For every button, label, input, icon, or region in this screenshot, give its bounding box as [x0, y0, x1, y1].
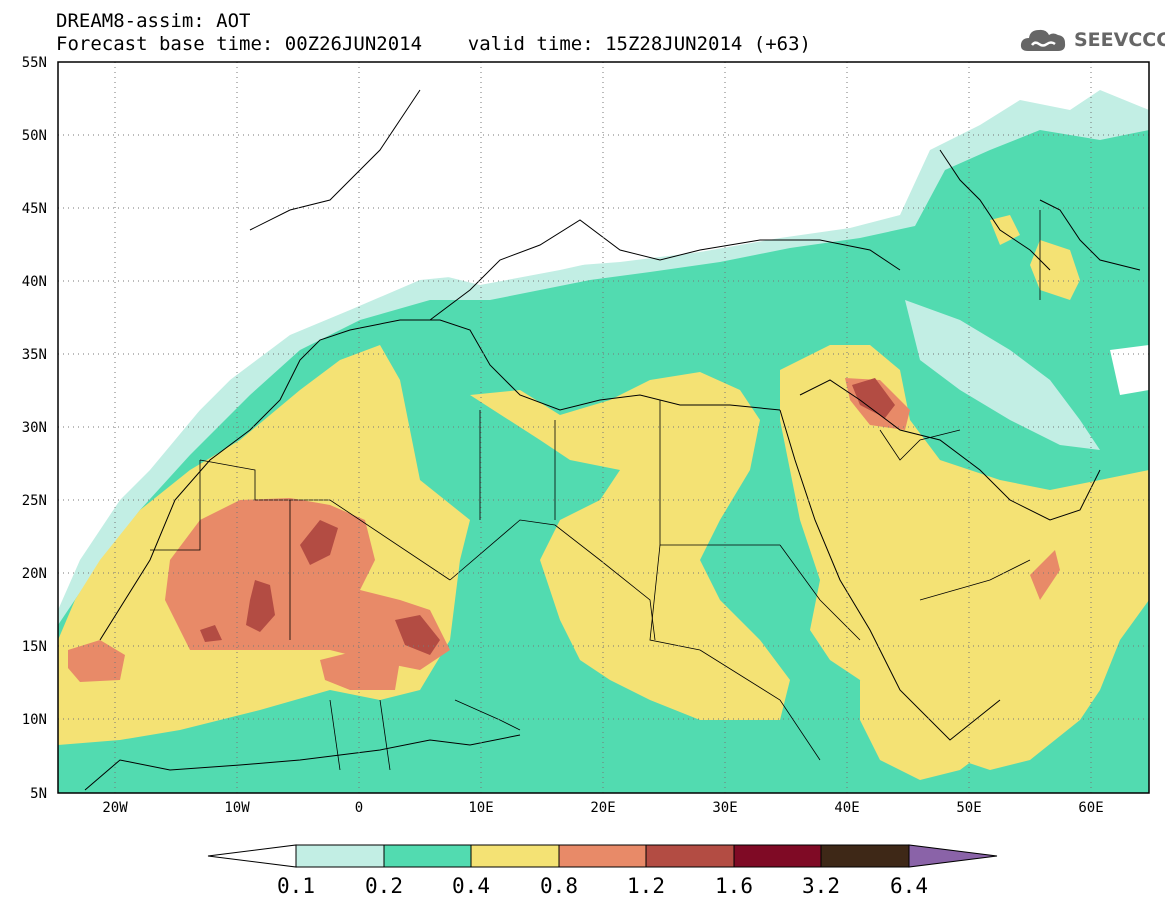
aot-red-core-5 — [200, 625, 222, 642]
lat-label: 10N — [22, 712, 47, 728]
lat-label: 55N — [22, 55, 47, 71]
colorbar-label: 6.4 — [890, 874, 928, 898]
colorbar-segment — [558, 844, 647, 868]
coastlines — [84, 89, 1141, 791]
aot-orange-area-coast — [68, 640, 125, 682]
aot-yellow-area-arabia — [780, 345, 1149, 770]
colorbar-segment — [383, 844, 472, 868]
colorbar-label: 1.6 — [715, 874, 753, 898]
colorbar — [207, 844, 998, 868]
colorbar-segment-under — [207, 844, 297, 868]
colorbar-segment-over — [908, 844, 998, 868]
lon-label: 10E — [468, 800, 493, 816]
colorbar-label: 1.2 — [627, 874, 665, 898]
aot-orange-area-nigeria — [320, 650, 400, 690]
lon-label: 50E — [956, 800, 981, 816]
colorbar-segment — [733, 844, 822, 868]
country-borders — [150, 210, 1041, 771]
lat-label: 15N — [22, 639, 47, 655]
lon-label: 30E — [712, 800, 737, 816]
colorbar-segment — [820, 844, 910, 868]
lon-label: 0 — [355, 800, 363, 816]
map-title: DREAM8-assim: AOT — [56, 10, 251, 32]
colorbar-segment — [645, 844, 735, 868]
lat-label: 25N — [22, 493, 47, 509]
logo-text: SEEVCCC — [1074, 29, 1165, 51]
cloud-icon — [1020, 29, 1066, 51]
colorbar-label: 0.4 — [452, 874, 490, 898]
colorbar-label: 0.1 — [277, 874, 315, 898]
aot-red-core-4 — [852, 378, 895, 418]
lat-label: 40N — [22, 274, 47, 290]
aot-red-core-2 — [300, 520, 338, 565]
lat-label: 30N — [22, 420, 47, 436]
lat-label: 45N — [22, 201, 47, 217]
aot-yellow-area-horn — [860, 680, 1000, 780]
lon-label: 40E — [834, 800, 859, 816]
aot-yellow-area-central — [470, 372, 790, 720]
colorbar-segment — [470, 844, 560, 868]
map-subtitle: Forecast base time: 00Z26JUN2014 valid t… — [56, 33, 811, 55]
lat-label: 35N — [22, 347, 47, 363]
aot-clear-area — [905, 300, 1100, 450]
aot-clear-area-white — [1110, 345, 1149, 395]
aot-orange-area-oman — [1030, 550, 1060, 600]
seevccc-logo: SEEVCCC — [1018, 22, 1165, 58]
lat-label: 5N — [30, 786, 47, 802]
plot-border — [57, 61, 1150, 794]
aot-field — [58, 62, 1149, 793]
lon-label: 20E — [590, 800, 615, 816]
graticule — [58, 62, 1149, 793]
lon-label: 60E — [1078, 800, 1103, 816]
lat-label: 50N — [22, 128, 47, 144]
aot-red-core-3 — [395, 615, 440, 655]
lat-label: 20N — [22, 566, 47, 582]
aot-yellow-area-caspian-2 — [990, 215, 1020, 245]
aot-clear-ocean — [58, 62, 650, 560]
colorbar-segment — [295, 844, 385, 868]
colorbar-label: 0.2 — [365, 874, 403, 898]
lon-label: 20W — [102, 800, 128, 816]
aot-yellow-area-caspian — [1030, 240, 1080, 300]
lon-label: 10W — [224, 800, 250, 816]
colorbar-label: 0.8 — [540, 874, 578, 898]
colorbar-label: 3.2 — [802, 874, 840, 898]
aot-orange-area-westafrica — [165, 498, 450, 670]
aot-red-core-1 — [246, 580, 275, 632]
